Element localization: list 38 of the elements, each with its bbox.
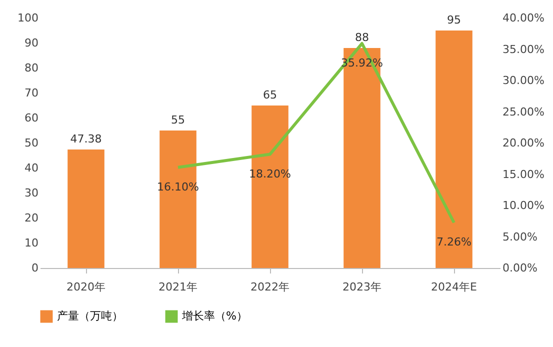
data-label: 7.26% xyxy=(436,236,472,249)
bar xyxy=(344,48,380,268)
bar xyxy=(160,130,196,268)
y-tick-label: 90 xyxy=(24,36,38,50)
x-tick-label: 2020年 xyxy=(66,280,106,294)
x-tick-label: 2024年E xyxy=(431,280,478,294)
legend-label: 产量（万吨） xyxy=(57,310,123,323)
legend-label: 增长率（%） xyxy=(181,310,248,323)
bar xyxy=(68,150,104,268)
y-tick-label: 20 xyxy=(24,212,38,224)
y2-tick-label: 10.00% xyxy=(502,199,544,212)
data-label: 95 xyxy=(447,14,461,26)
y-tick-label: 100 xyxy=(18,12,38,24)
data-label: 55 xyxy=(171,114,185,126)
y2-tick-label: 0.00% xyxy=(502,262,538,274)
y-tick-label: 60 xyxy=(24,112,38,124)
y-tick-label: 0 xyxy=(32,262,38,274)
y2-tick-label: 5.00% xyxy=(502,230,538,244)
y2-tick-label: 40.00% xyxy=(502,12,544,24)
y-tick-label: 10 xyxy=(24,236,38,250)
y-tick-label: 40 xyxy=(24,162,38,174)
data-label: 88 xyxy=(355,31,369,44)
x-tick-label: 2021年 xyxy=(158,280,198,294)
y2-tick-label: 35.00% xyxy=(502,42,544,56)
y2-tick-label: 30.00% xyxy=(502,74,544,87)
data-label: 47.38 xyxy=(70,132,102,146)
y-tick-label: 80 xyxy=(24,62,38,74)
x-tick-label: 2023年 xyxy=(342,280,382,294)
y2-tick-label: 20.00% xyxy=(502,136,544,150)
y2-tick-label: 25.00% xyxy=(502,105,544,118)
bar xyxy=(436,30,472,268)
y2-tick-label: 15.00% xyxy=(502,168,544,181)
bar xyxy=(252,106,288,268)
y-tick-label: 30 xyxy=(24,186,38,200)
data-label: 65 xyxy=(263,88,277,102)
y-tick-label: 70 xyxy=(24,86,38,100)
x-tick-label: 2022年 xyxy=(250,280,290,294)
y-tick-label: 50 xyxy=(24,136,38,150)
